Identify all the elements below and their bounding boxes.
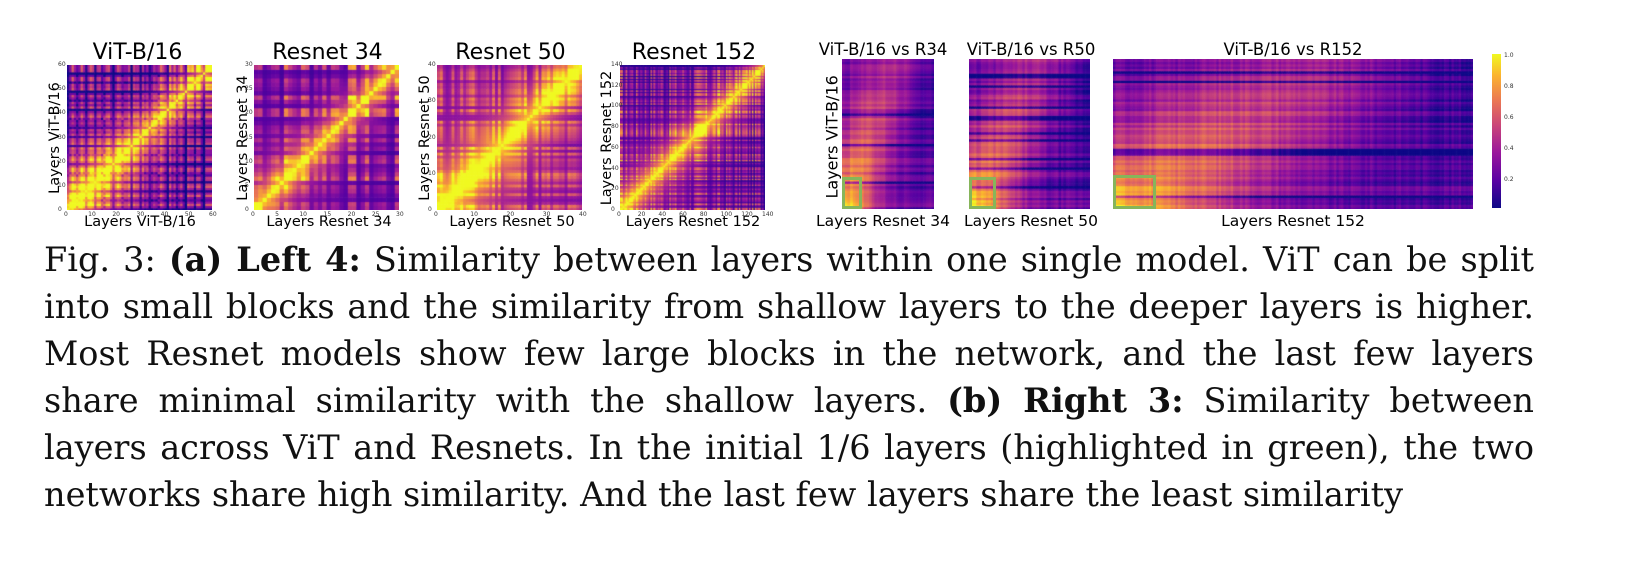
y-tick-label: 20 [245, 109, 253, 117]
x-tick-label: 25 [371, 211, 380, 218]
colorbar-tick-label: 0.4 [1504, 145, 1514, 152]
x-tick-label: 40 [579, 211, 587, 218]
caption-b-text: Similarity between layers across ViT and… [44, 381, 1535, 514]
heatmap [1113, 59, 1473, 209]
panel-title: ViT-B/16 vs R50 [966, 40, 1096, 59]
figure-caption: Fig. 3: (a) Left 4: Similarity between l… [44, 236, 1534, 518]
y-tick-label: 30 [58, 133, 66, 141]
x-tick-label: 30 [136, 211, 145, 218]
x-tick-label: 30 [542, 211, 551, 218]
x-axis-label: Layers Resnet 50 [964, 212, 1098, 230]
x-tick-label: 10 [299, 211, 307, 218]
x-tick-label: 0 [64, 211, 68, 218]
x-tick-label: 60 [209, 211, 217, 218]
y-tick-label: 60 [58, 61, 66, 68]
y-tick-label: 30 [428, 97, 436, 105]
x-tick-label: 140 [762, 211, 774, 218]
x-axis-label: Layers ViT-B/16 [84, 214, 196, 230]
y-tick-label: 120 [611, 81, 623, 89]
x-tick-label: 40 [160, 211, 169, 218]
panel-title: ViT-B/16 vs R34 [818, 40, 948, 59]
y-tick-label: 40 [611, 164, 619, 172]
y-tick-label: 30 [245, 61, 253, 68]
x-tick-label: 0 [617, 211, 621, 218]
y-tick-label: 0 [245, 206, 249, 213]
y-tick-label: 80 [611, 123, 619, 131]
x-axis-label: Layers Resnet 152 [625, 214, 761, 230]
x-axis-label: Layers Resnet 50 [449, 214, 575, 230]
x-tick-label: 15 [323, 211, 332, 218]
colorbar-tick-label: 0.8 [1504, 83, 1514, 90]
y-tick-label: 60 [611, 143, 619, 151]
y-tick-label: 50 [58, 85, 66, 93]
y-tick-label: 10 [58, 181, 66, 189]
y-tick-label: 20 [58, 157, 66, 165]
y-tick-label: 140 [611, 61, 623, 68]
x-tick-label: 20 [637, 211, 646, 218]
panel-title: ViT-B/16 vs R152 [1223, 40, 1363, 59]
y-tick-label: 40 [428, 61, 436, 68]
y-tick-label: 5 [245, 181, 249, 189]
x-tick-label: 20 [112, 211, 120, 218]
y-tick-label: 0 [58, 206, 62, 213]
y-tick-label: 0 [611, 206, 615, 213]
colorbar [1492, 54, 1501, 208]
x-tick-label: 20 [347, 211, 356, 218]
y-tick-label: 25 [245, 85, 253, 93]
heatmap [842, 59, 934, 209]
highlight-box [842, 177, 862, 209]
x-tick-label: 0 [434, 211, 438, 218]
y-tick-label: 10 [245, 157, 253, 165]
colorbar-tick-label: 0.6 [1504, 114, 1514, 121]
x-axis-label: Layers Resnet 34 [266, 214, 392, 230]
x-tick-label: 10 [88, 211, 96, 218]
y-tick-label: 0 [428, 206, 432, 213]
x-tick-label: 40 [658, 211, 667, 218]
caption-b-label: (b) Right 3: [947, 381, 1184, 420]
heatmap [254, 65, 399, 210]
heatmap [620, 65, 765, 210]
caption-a-label: (a) Left 4: [168, 240, 361, 279]
panel-title: ViT-B/16 [92, 40, 183, 65]
x-axis-label: Layers Resnet 34 [816, 212, 950, 230]
x-tick-label: 5 [275, 211, 279, 218]
panel-title: Resnet 34 [272, 40, 383, 65]
y-tick-label: 100 [611, 102, 623, 110]
panel-title: Resnet 152 [631, 40, 757, 65]
y-axis-label: Layers ViT-B/16 [822, 75, 842, 199]
x-tick-label: 0 [251, 211, 255, 218]
y-tick-label: 15 [245, 133, 253, 141]
y-tick-label: 10 [428, 169, 436, 177]
highlight-box [1113, 175, 1156, 209]
x-tick-label: 10 [470, 211, 478, 218]
x-tick-label: 80 [699, 211, 708, 218]
heatmap [437, 65, 582, 210]
highlight-box [969, 177, 996, 209]
x-axis-label: Layers Resnet 152 [1221, 212, 1365, 230]
panel-title: Resnet 50 [455, 40, 566, 65]
x-tick-label: 30 [396, 211, 404, 218]
x-tick-label: 50 [184, 211, 193, 218]
x-tick-label: 120 [741, 211, 753, 218]
heatmap [67, 65, 212, 210]
heatmap [969, 59, 1090, 209]
x-tick-label: 100 [720, 211, 733, 218]
x-tick-label: 60 [679, 211, 687, 218]
colorbar-tick-label: 0.2 [1504, 176, 1514, 183]
x-tick-label: 20 [506, 211, 515, 218]
y-tick-label: 40 [58, 109, 66, 117]
caption-a-text: Similarity between layers within one sin… [44, 240, 1534, 420]
caption-prefix: Fig. 3: [44, 240, 156, 279]
colorbar-tick-label: 1.0 [1504, 52, 1514, 59]
y-tick-label: 20 [611, 185, 619, 193]
y-tick-label: 20 [428, 133, 436, 141]
